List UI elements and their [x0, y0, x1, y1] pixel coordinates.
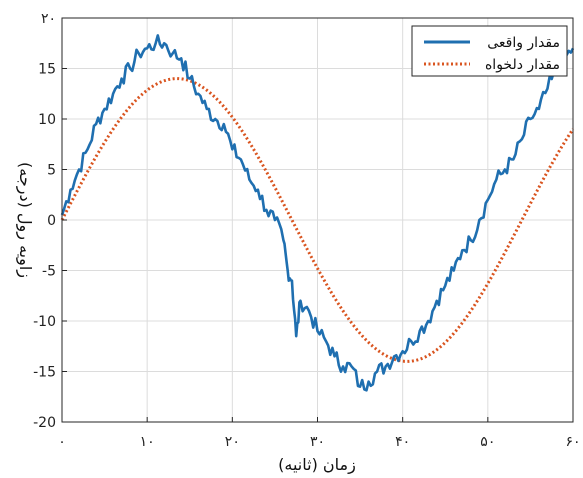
y-tick-label: ۲۰ — [41, 11, 56, 27]
y-tick-label: -20 — [33, 415, 56, 431]
y-tick-label: 0 — [47, 213, 56, 229]
y-tick-label: -15 — [33, 365, 56, 381]
series-layer — [60, 34, 575, 392]
legend-label-actual: مقدار واقعی — [487, 35, 560, 51]
x-tick-label: ۶۰ — [565, 434, 580, 450]
y-axis-label: زاویه رول (درجه) — [15, 162, 35, 278]
x-tick-label: ۴۰ — [395, 434, 410, 450]
legend-label-desired: مقدار دلخواه — [485, 57, 560, 73]
y-tick-label: 10 — [38, 112, 56, 128]
y-tick-label: 5 — [47, 163, 56, 179]
legend-box — [411, 25, 568, 77]
x-tick-label: ۱۰ — [140, 434, 155, 450]
x-axis-label: زمان (ثانیه) — [278, 455, 356, 475]
x-tick-label: ۰ — [58, 434, 66, 450]
tick-layer: ۰ ۱۰ ۲۰ ۳۰ ۴۰ ۵۰ ۶۰ ۲۰ 15 10 5 0 -5 -10 -15 -20 — [33, 11, 580, 450]
y-tick-label: 15 — [38, 62, 56, 78]
x-tick-label: ۵۰ — [480, 434, 495, 450]
legend: مقدار واقعی مقدار دلخواه — [411, 25, 568, 77]
y-tick-label: -10 — [33, 314, 56, 330]
series-line-actual — [60, 34, 575, 392]
x-tick-label: ۳۰ — [310, 434, 325, 450]
x-tick-label: ۲۰ — [225, 434, 240, 450]
y-tick-label: -5 — [42, 264, 56, 280]
series-line-desired — [60, 77, 575, 363]
